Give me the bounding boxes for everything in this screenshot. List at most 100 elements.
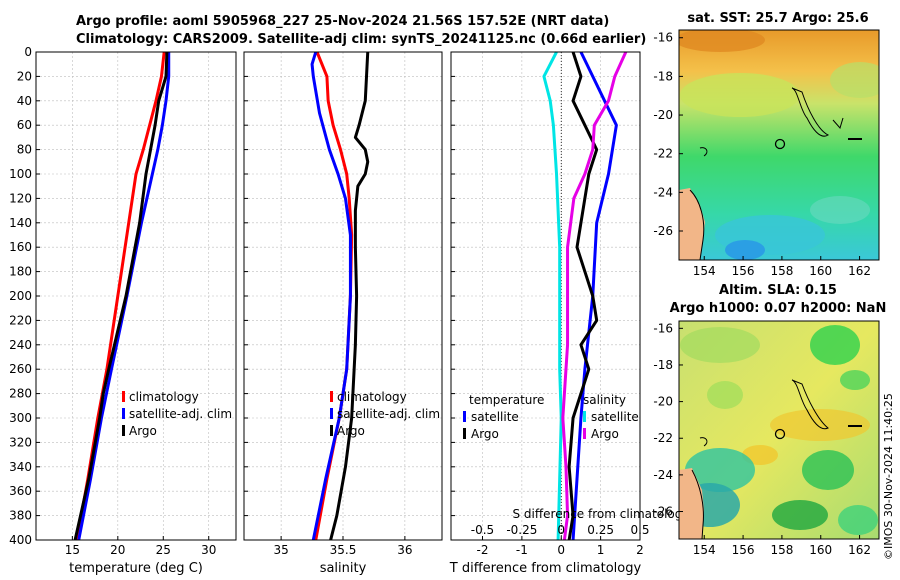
figure-title-line2: Climatology: CARS2009. Satellite-adj cli…	[76, 32, 647, 47]
legend-title-salinity: salinity	[583, 393, 626, 407]
y-tick-label: 300	[9, 411, 32, 425]
argo-position-marker	[774, 138, 786, 150]
salinity-panel: 35 35.5 36 salinity climatology satellite-adj…	[243, 51, 443, 576]
map-x-tick-label: 160	[809, 264, 832, 278]
imos-timestamp: ©IMOS 30-Nov-2024 11:40:25	[882, 393, 895, 560]
y-tick-label: 80	[17, 143, 32, 157]
s-tick-label: 0.5	[630, 523, 649, 537]
y-tick-label: 60	[17, 118, 32, 132]
legend-swatch	[463, 428, 466, 439]
series-line-salinity-argo	[561, 51, 628, 541]
map-x-tick-label: 162	[848, 264, 871, 278]
y-tick-label: 0	[24, 45, 32, 59]
x-tick-label: 25	[156, 543, 171, 557]
map-y-tick-label: -24	[653, 185, 673, 199]
y-tick-label: 400	[9, 533, 32, 547]
x-tick-label: 36	[397, 543, 412, 557]
legend-entry: Argo	[337, 424, 365, 438]
map-x-tick-label: 160	[809, 543, 832, 557]
legend-swatch	[122, 408, 125, 419]
x-axis-label: salinity	[320, 561, 367, 576]
y-tick-label: 380	[9, 509, 32, 523]
map-title-line2: Argo h1000: 0.07 h2000: NaN	[670, 301, 887, 316]
s-axis-label: S difference from climatology	[513, 507, 690, 521]
y-tick-label: 220	[9, 313, 32, 327]
x-tick-label: 1	[597, 543, 605, 557]
series-line-argo	[329, 51, 370, 541]
s-tick-label: 0	[557, 523, 565, 537]
map-y-tick-label: -20	[653, 108, 673, 122]
sst-map: 154 156 158 160 162 -16 -18 -20 -22 -24 -26 sat. SS…	[653, 11, 880, 278]
y-tick-label: 140	[9, 216, 32, 230]
y-tick-label: 120	[9, 191, 32, 205]
legend-swatch	[463, 411, 466, 422]
axes-frame	[450, 51, 641, 541]
map-x-tick-label: 158	[770, 264, 793, 278]
map-x-tick-label: 156	[732, 264, 755, 278]
x-tick-label: 30	[201, 543, 216, 557]
map-title: sat. SST: 25.7 Argo: 25.6	[687, 11, 868, 26]
x-axis-label: temperature (deg C)	[69, 561, 203, 576]
map-y-tick-label: -18	[653, 69, 673, 83]
x-tick-label: 15	[65, 543, 80, 557]
x-axis-label: T difference from climatology	[449, 561, 642, 576]
difference-panel: -2 -1 0 1 2 T difference from climatology temp…	[449, 51, 690, 576]
series-line-temperature-argo	[567, 51, 599, 541]
map-x-tick-label: 158	[770, 543, 793, 557]
map-title: Altim. SLA: 0.15	[719, 283, 837, 298]
y-tick-label: 280	[9, 387, 32, 401]
legend-swatch	[583, 411, 586, 422]
y-tick-label: 180	[9, 265, 32, 279]
map-y-tick-label: -24	[653, 468, 673, 482]
y-tick-label: 20	[17, 69, 32, 83]
s-tick-label: -0.25	[506, 523, 537, 537]
map-y-tick-label: -26	[653, 505, 673, 519]
legend-entry-temperature: satellite	[471, 410, 519, 424]
x-tick-label: 0	[557, 543, 565, 557]
x-tick-label: 35	[273, 543, 288, 557]
y-tick-label: 100	[9, 167, 32, 181]
map-y-tick-label: -22	[653, 431, 673, 445]
map-y-tick-label: -20	[653, 395, 673, 409]
legend-entry-temperature: Argo	[471, 427, 499, 441]
legend-swatch	[330, 425, 333, 436]
map-y-tick-label: -18	[653, 358, 673, 372]
series-line-argo	[73, 51, 169, 541]
y-tick-label: 240	[9, 338, 32, 352]
map-x-tick-label: 154	[693, 543, 716, 557]
y-tick-label: 160	[9, 240, 32, 254]
series-line-satellite-adj-clim	[310, 51, 352, 541]
series-line-satellite-adj-clim	[77, 52, 171, 541]
legend-entry: climatology	[129, 390, 199, 404]
series-line-climatology	[75, 51, 166, 541]
series-line-salinity-satellite	[542, 51, 563, 541]
legend-swatch	[330, 408, 333, 419]
legend-title-temperature: temperature	[469, 393, 544, 407]
x-tick-label: 20	[110, 543, 125, 557]
temperature-panel: 15 20 25 30 temperature (deg C) 0 20 40 60 80 100 1…	[9, 45, 237, 576]
y-tick-label: 340	[9, 460, 32, 474]
y-tick-label: 360	[9, 484, 32, 498]
axes-frame	[243, 51, 443, 541]
legend-entry-salinity: Argo	[591, 427, 619, 441]
s-tick-label: -0.5	[471, 523, 494, 537]
legend-swatch	[330, 391, 333, 402]
y-tick-label: 40	[17, 94, 32, 108]
legend-entry: satellite-adj. clim	[129, 407, 232, 421]
legend-entry-salinity: satellite	[591, 410, 639, 424]
legend-entry: satellite-adj. clim	[337, 407, 440, 421]
map-y-tick-label: -16	[653, 31, 673, 45]
y-tick-label: 260	[9, 362, 32, 376]
s-tick-label: 0.25	[587, 523, 614, 537]
x-tick-label: -1	[516, 543, 528, 557]
legend-swatch	[122, 391, 125, 402]
legend-swatch	[583, 428, 586, 439]
series-line-temperature-satellite	[571, 51, 618, 541]
legend-entry: climatology	[337, 390, 407, 404]
x-tick-label: 2	[636, 543, 644, 557]
map-x-tick-label: 162	[848, 543, 871, 557]
x-tick-label: 35.5	[330, 543, 357, 557]
y-tick-label: 200	[9, 289, 32, 303]
sla-map: 154 156 158 160 162 -16 -18 -20 -22 -24 -26 Altim. …	[653, 283, 886, 557]
